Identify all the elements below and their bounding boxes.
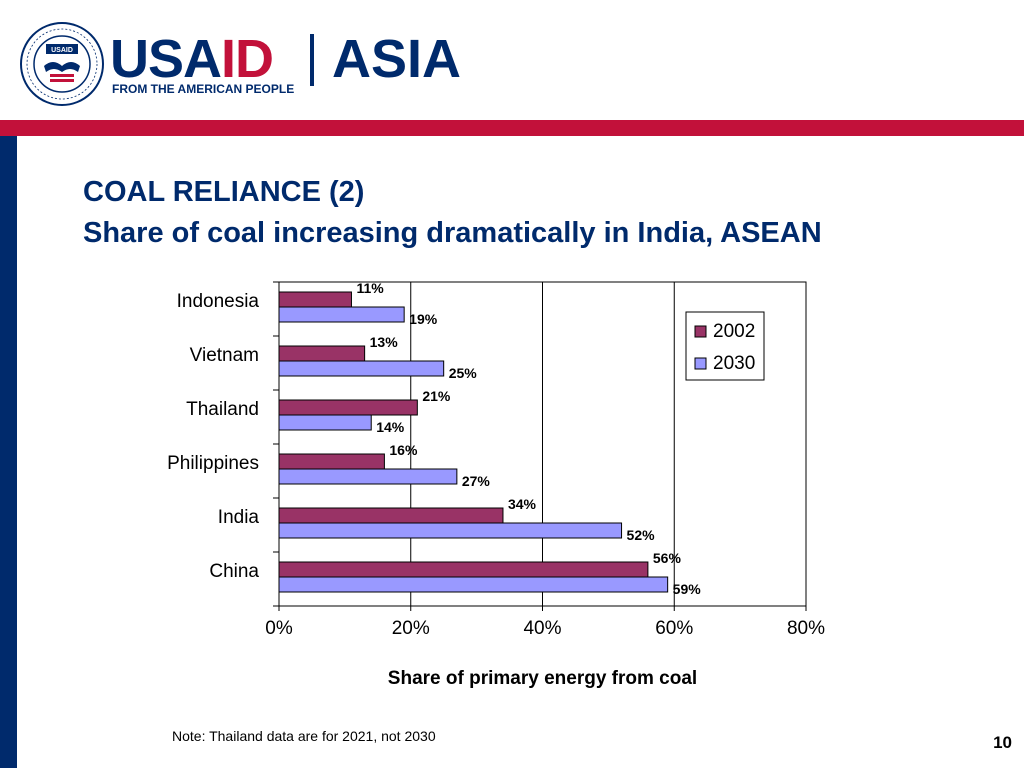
bar-2002: [278, 399, 418, 416]
x-tick-label: 20%: [392, 618, 430, 639]
data-label: 27%: [462, 473, 491, 489]
brand-id-text: ID: [221, 29, 274, 89]
category-label: Thailand: [186, 399, 259, 420]
category-label: India: [218, 507, 260, 528]
x-tick-label: 0%: [265, 618, 293, 639]
data-label: 14%: [376, 419, 405, 435]
legend-label: 2030: [713, 353, 755, 374]
bar-2030: [278, 414, 372, 431]
bar-2030: [278, 360, 445, 377]
x-tick-label: 40%: [523, 618, 561, 639]
brand-usa-text: USA: [110, 29, 222, 89]
bar-2030: [278, 468, 458, 485]
category-label: Vietnam: [190, 345, 259, 366]
page-number: 10: [993, 733, 1012, 752]
slide-title-line2: Share of coal increasing dramatically in…: [83, 217, 822, 249]
svg-text:USAID: USAID: [51, 47, 73, 54]
data-label: 59%: [673, 581, 702, 597]
legend-swatch: [694, 325, 707, 338]
bar-2002: [278, 453, 385, 470]
category-label: Philippines: [167, 453, 259, 474]
brand-divider: [310, 34, 314, 86]
legend-swatch: [694, 357, 707, 370]
data-label: 19%: [409, 311, 438, 327]
bar-2030: [278, 306, 405, 323]
coal-share-chart: 0% 20% 40% 60% 80% Indonesia 11% 19% Vietnam 13% 2…: [167, 280, 825, 689]
slide-note: Note: Thailand data are for 2021, not 20…: [172, 728, 436, 744]
header-red-band: [0, 120, 1024, 136]
x-axis-title: Share of primary energy from coal: [388, 668, 697, 689]
slide-title: COAL RELIANCE (2) Share of coal increasi…: [83, 172, 822, 254]
slide-title-line1: COAL RELIANCE (2): [83, 176, 365, 208]
data-label: 52%: [627, 527, 656, 543]
data-label: 16%: [389, 442, 418, 458]
x-tick-label: 80%: [787, 618, 825, 639]
bar-2002: [278, 345, 366, 362]
category-label: China: [209, 561, 259, 582]
slide-header: USAID USAID ASIA FROM THE AMERICAN PEOPL…: [0, 0, 1024, 120]
data-label: 25%: [449, 365, 478, 381]
brand-tagline: FROM THE AMERICAN PEOPLE: [112, 82, 295, 96]
data-label: 21%: [422, 388, 451, 404]
bar-2030: [278, 522, 623, 539]
data-label: 13%: [370, 334, 399, 350]
bar-2002: [278, 291, 352, 308]
usaid-seal-logo: USAID: [20, 22, 104, 106]
x-tick-label: 60%: [655, 618, 693, 639]
bar-2002: [278, 561, 649, 578]
category-label: Indonesia: [177, 291, 260, 312]
brand-asia: ASIA: [332, 29, 462, 89]
legend-label: 2002: [713, 321, 755, 342]
data-label: 56%: [653, 550, 682, 566]
bar-2030: [278, 576, 669, 593]
data-label: 34%: [508, 496, 537, 512]
bar-2002: [278, 507, 504, 524]
data-label: 11%: [356, 280, 384, 296]
left-navy-bar: [0, 136, 17, 768]
brand-usaid: USAID: [110, 29, 274, 89]
